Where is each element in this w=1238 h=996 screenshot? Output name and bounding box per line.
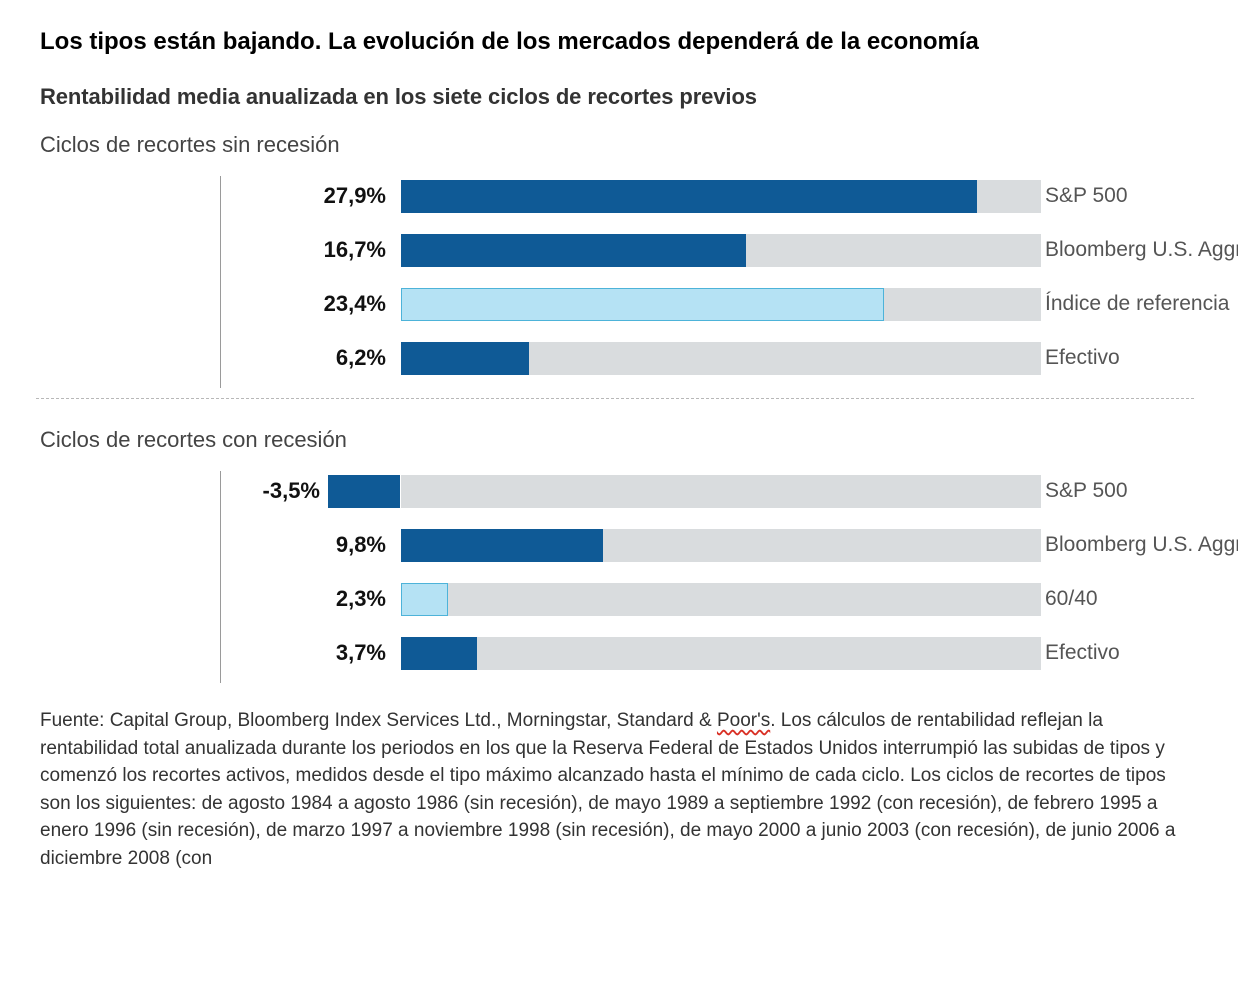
bar-row: 27,9% S&P 500 bbox=[220, 176, 1198, 216]
bar-track bbox=[603, 529, 1041, 562]
series-label: S&P 500 bbox=[1045, 184, 1128, 208]
section-label: Ciclos de recortes con recesión bbox=[40, 427, 1198, 453]
series-label: Índice de referencia bbox=[1045, 292, 1229, 316]
bar-row: 16,7% Bloomberg U.S. Aggregate bbox=[220, 230, 1198, 270]
bar-track bbox=[977, 180, 1041, 213]
bar-benchmark bbox=[401, 288, 884, 321]
series-label: S&P 500 bbox=[1045, 479, 1128, 503]
value-label: 27,9% bbox=[226, 183, 386, 209]
bar-sp500 bbox=[401, 180, 977, 213]
bar-6040 bbox=[401, 583, 448, 616]
bar-track bbox=[401, 475, 1041, 508]
bar-row: 9,8% Bloomberg U.S. Aggregate bbox=[220, 525, 1198, 565]
bar-row: 6,2% Efectivo bbox=[220, 338, 1198, 378]
chart-section-no-recession: Ciclos de recortes sin recesión 27,9% S&… bbox=[40, 132, 1198, 378]
value-label: 6,2% bbox=[226, 345, 386, 371]
source-footnote: Fuente: Capital Group, Bloomberg Index S… bbox=[40, 707, 1198, 872]
bar-cash bbox=[401, 342, 529, 375]
section-divider bbox=[36, 398, 1194, 399]
chart-subtitle: Rentabilidad media anualizada en los sie… bbox=[40, 84, 1198, 110]
page-title: Los tipos están bajando. La evolución de… bbox=[40, 28, 1198, 56]
chart-bars: -3,5% S&P 500 9,8% Bloomberg U.S. Aggreg… bbox=[40, 471, 1198, 673]
bar-cash bbox=[401, 637, 477, 670]
bar-sp500-neg bbox=[328, 475, 400, 508]
chart-section-with-recession: Ciclos de recortes con recesión -3,5% S&… bbox=[40, 427, 1198, 673]
bar-track bbox=[448, 583, 1041, 616]
series-label: 60/40 bbox=[1045, 587, 1098, 611]
value-label: 3,7% bbox=[226, 640, 386, 666]
bar-row: 2,3% 60/40 bbox=[220, 579, 1198, 619]
value-label: 23,4% bbox=[226, 291, 386, 317]
value-label: 2,3% bbox=[226, 586, 386, 612]
bar-track bbox=[529, 342, 1041, 375]
series-label: Bloomberg U.S. Aggregate bbox=[1045, 238, 1238, 262]
bar-row: -3,5% S&P 500 bbox=[220, 471, 1198, 511]
series-label: Bloomberg U.S. Aggregate bbox=[1045, 533, 1238, 557]
bar-track bbox=[746, 234, 1041, 267]
bar-row: 3,7% Efectivo bbox=[220, 633, 1198, 673]
footnote-underlined: Poor's bbox=[717, 710, 770, 731]
series-label: Efectivo bbox=[1045, 641, 1120, 665]
bar-row: 23,4% Índice de referencia bbox=[220, 284, 1198, 324]
footnote-pre: Fuente: Capital Group, Bloomberg Index S… bbox=[40, 710, 717, 731]
bar-track bbox=[477, 637, 1041, 670]
value-label: 16,7% bbox=[226, 237, 386, 263]
series-label: Efectivo bbox=[1045, 346, 1120, 370]
value-label: -3,5% bbox=[160, 478, 320, 504]
value-label: 9,8% bbox=[226, 532, 386, 558]
bar-track bbox=[884, 288, 1041, 321]
footnote-post: . Los cálculos de rentabilidad reflejan … bbox=[40, 710, 1175, 869]
bar-bloomberg bbox=[401, 234, 746, 267]
section-label: Ciclos de recortes sin recesión bbox=[40, 132, 1198, 158]
chart-bars: 27,9% S&P 500 16,7% Bloomberg U.S. Aggre… bbox=[40, 176, 1198, 378]
bar-bloomberg bbox=[401, 529, 603, 562]
